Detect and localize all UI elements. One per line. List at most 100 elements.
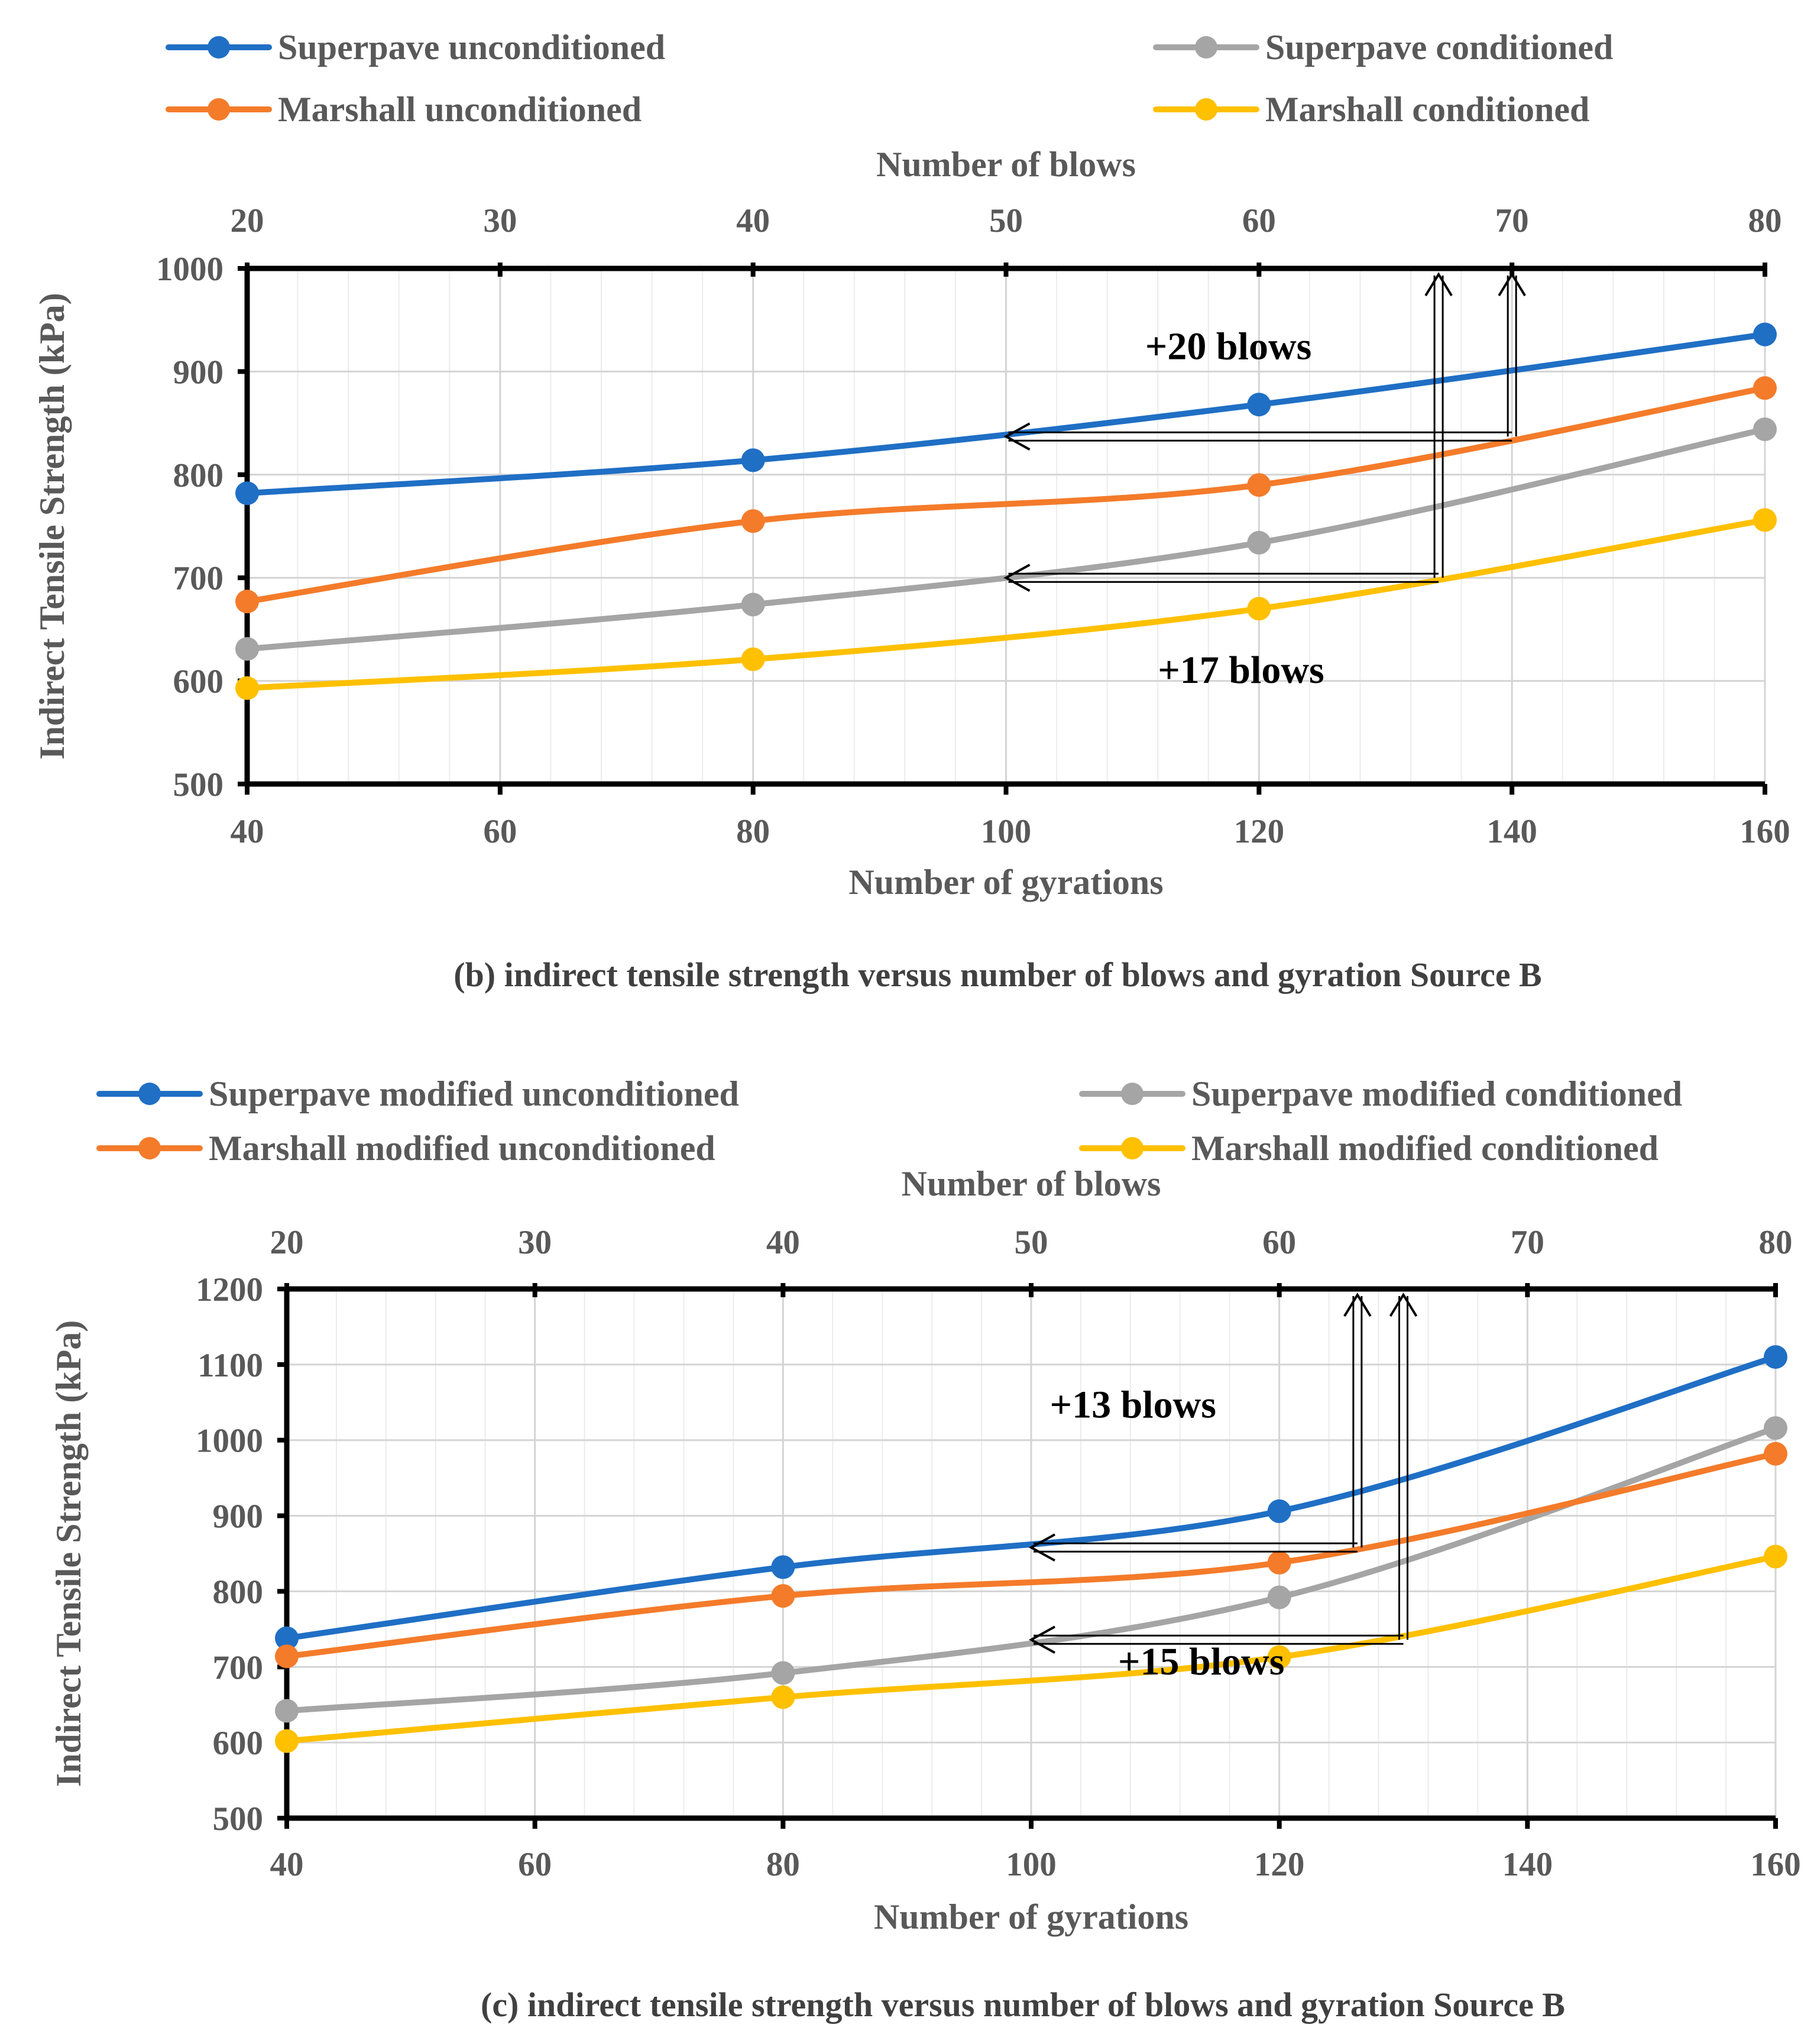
data-point — [1247, 473, 1271, 497]
x-tick-label: 40 — [231, 813, 264, 850]
x2-tick-label: 30 — [518, 1224, 552, 1261]
legend-swatch-marker — [138, 1083, 161, 1105]
annotation-label: +15 blows — [1118, 1640, 1285, 1683]
x2-tick-label: 60 — [1242, 202, 1276, 239]
y-axis-label: Indirect Tensile Strength (kPa) — [33, 293, 72, 760]
series-line — [284, 1450, 1779, 1660]
x2-axis-label: Number of blows — [902, 1164, 1161, 1203]
x-tick-label: 160 — [1740, 813, 1790, 850]
x2-tick-label: 40 — [736, 202, 770, 239]
x-tick-label: 140 — [1502, 1846, 1553, 1883]
x-axis-label: Number of gyrations — [848, 863, 1163, 902]
figure-caption: (b) indirect tensile strength versus num… — [453, 955, 1542, 994]
arrow-head — [1028, 1625, 1055, 1654]
data-point — [1764, 1416, 1787, 1440]
annotation-label: +20 blows — [1145, 325, 1312, 368]
data-point — [1267, 1499, 1291, 1523]
data-point — [1247, 393, 1271, 417]
data-point — [1267, 1550, 1291, 1575]
data-point — [771, 1555, 795, 1579]
legend-label: Superpave unconditioned — [278, 28, 665, 67]
x-tick-label: 80 — [736, 813, 770, 850]
x-tick-label: 100 — [1006, 1846, 1057, 1883]
x2-tick-label: 30 — [483, 202, 517, 239]
y-tick-label: 700 — [213, 1649, 264, 1686]
x2-tick-label: 50 — [1015, 1224, 1048, 1261]
x2-tick-label: 60 — [1262, 1224, 1296, 1261]
x2-tick-label: 70 — [1511, 1224, 1544, 1261]
legend-swatch-marker — [138, 1137, 161, 1159]
x2-tick-label: 50 — [989, 202, 1023, 239]
x-tick-label: 60 — [483, 813, 517, 850]
legend-swatch-marker — [1195, 98, 1217, 121]
series-line — [284, 1354, 1779, 1641]
arrow-head — [1028, 1533, 1055, 1562]
x2-axis-label: Number of blows — [876, 145, 1136, 184]
y-tick-label: 500 — [213, 1800, 264, 1838]
legend-label: Superpave modified conditioned — [1191, 1074, 1682, 1113]
x-tick-label: 160 — [1750, 1846, 1801, 1883]
data-point — [1753, 376, 1777, 400]
legend-label: Marshall unconditioned — [278, 90, 642, 129]
y-tick-label: 700 — [173, 560, 224, 597]
data-point — [1247, 530, 1271, 555]
data-point — [1764, 1345, 1787, 1369]
data-point — [741, 448, 765, 472]
legend-label: Superpave conditioned — [1265, 28, 1613, 67]
figure-caption: (c) indirect tensile strength versus num… — [481, 1985, 1565, 2024]
y-tick-label: 600 — [173, 663, 224, 701]
arrow-head — [1498, 272, 1526, 297]
data-point — [235, 481, 259, 506]
legend-swatch-marker — [1195, 36, 1217, 59]
legend-swatch-marker — [1121, 1137, 1144, 1159]
x2-tick-label: 80 — [1748, 202, 1782, 239]
annotation-label: +17 blows — [1158, 649, 1324, 692]
x-tick-label: 120 — [1254, 1846, 1305, 1883]
data-point — [1753, 417, 1777, 442]
legend-label: Marshall modified unconditioned — [209, 1129, 715, 1168]
y-tick-label: 1000 — [156, 251, 223, 288]
data-point — [275, 1699, 299, 1723]
legend-swatch-marker — [208, 36, 230, 59]
data-point — [741, 509, 765, 533]
data-point — [1753, 322, 1777, 346]
data-point — [1267, 1585, 1291, 1609]
data-point — [1267, 1645, 1291, 1669]
y-tick-label: 600 — [213, 1725, 264, 1762]
data-point — [275, 1729, 299, 1753]
arrow-head — [1389, 1293, 1418, 1317]
data-point — [1247, 597, 1271, 621]
data-point — [275, 1626, 299, 1650]
y-tick-label: 500 — [173, 766, 224, 804]
data-point — [741, 592, 765, 617]
arrow-head — [1343, 1293, 1372, 1317]
legend-label: Marshall conditioned — [1265, 90, 1589, 129]
y-tick-label: 900 — [213, 1498, 264, 1536]
chart-b: 40 60 80 100 120 140 160 20 30 40 50 60 70 80 500 600 70… — [33, 28, 1790, 994]
y-tick-label: 1000 — [196, 1423, 263, 1460]
x-tick-label: 120 — [1234, 813, 1285, 850]
data-point — [741, 647, 765, 671]
x2-tick-label: 40 — [766, 1224, 800, 1261]
x2-tick-label: 20 — [231, 202, 264, 239]
data-point — [771, 1685, 795, 1709]
data-point — [275, 1644, 299, 1669]
x-tick-label: 140 — [1486, 813, 1537, 850]
x-tick-label: 80 — [766, 1846, 800, 1883]
series-line — [244, 385, 1768, 605]
arrow-head — [1003, 422, 1031, 451]
legend-label: Superpave modified unconditioned — [209, 1074, 739, 1113]
data-point — [771, 1584, 795, 1608]
y-tick-label: 900 — [173, 354, 224, 391]
legend-swatch-marker — [1121, 1083, 1144, 1105]
x-axis-label: Number of gyrations — [874, 1897, 1188, 1936]
y-tick-label: 800 — [213, 1573, 264, 1611]
y-tick-label: 1200 — [196, 1271, 263, 1308]
data-point — [1753, 508, 1777, 532]
legend-swatch-marker — [208, 98, 230, 121]
data-point — [1764, 1544, 1787, 1569]
data-point — [771, 1661, 795, 1685]
x2-tick-label: 70 — [1495, 202, 1529, 239]
series-line — [244, 517, 1768, 691]
